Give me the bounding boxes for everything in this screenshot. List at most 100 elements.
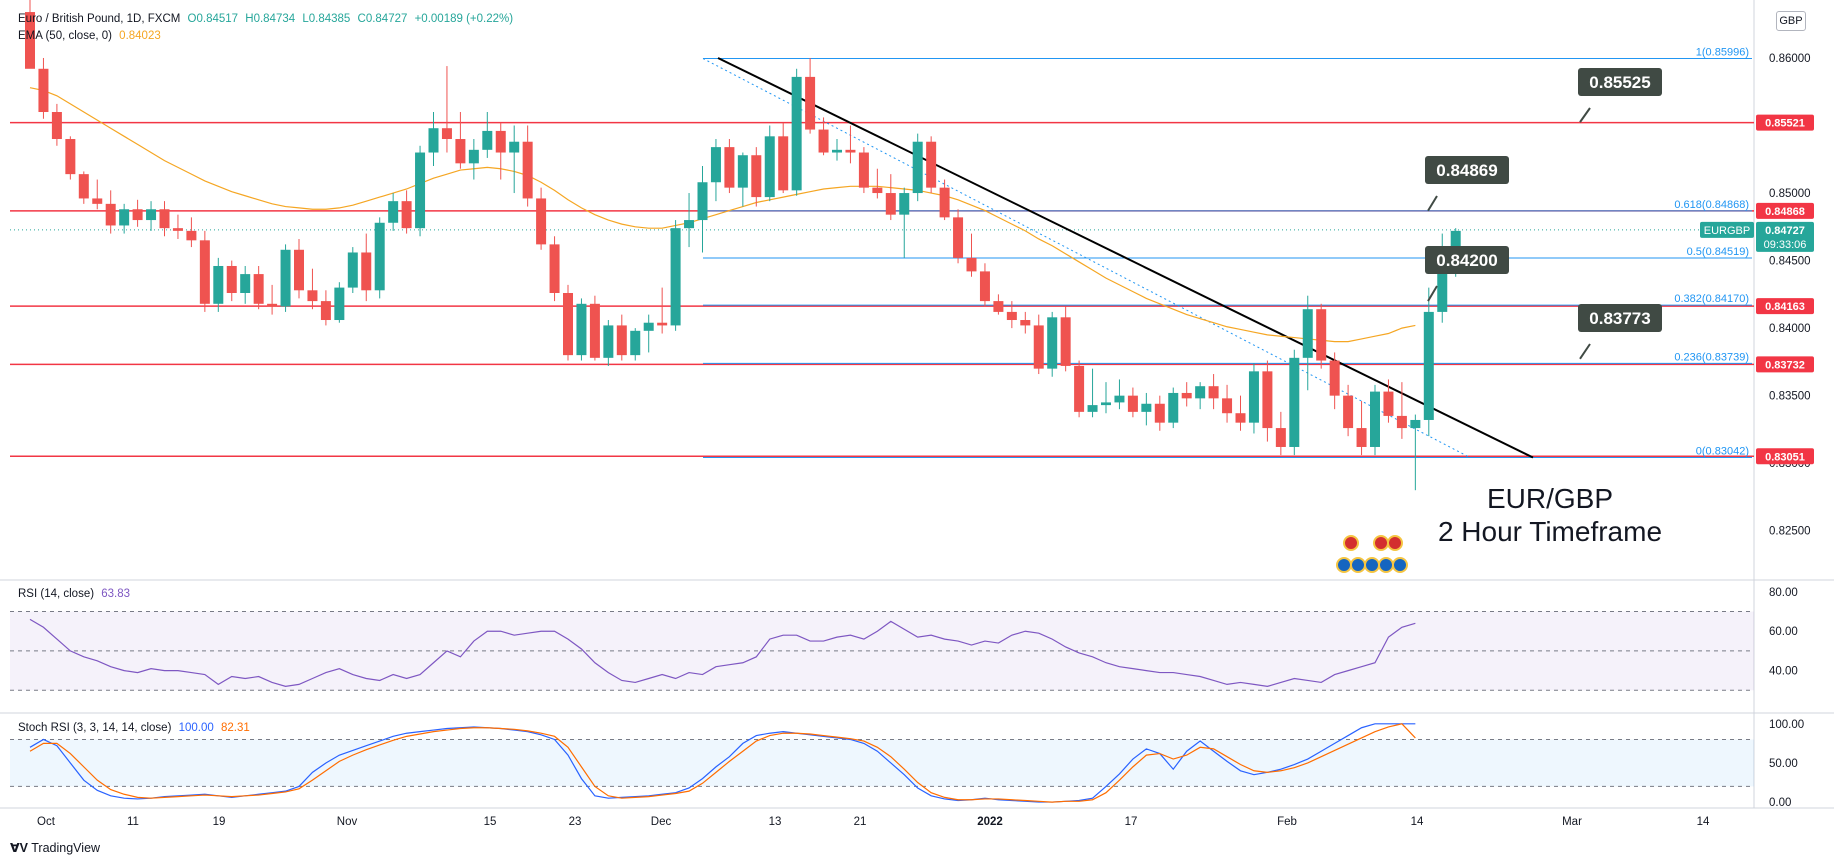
time-tick-label: 17 xyxy=(1125,816,1138,828)
event-flag-icon xyxy=(1350,557,1366,573)
ema-legend[interactable]: EMA (50, close, 0) 0.84023 xyxy=(18,30,165,42)
candle-body xyxy=(294,249,304,291)
fib-trend-line xyxy=(702,58,1471,458)
candle-body xyxy=(1289,357,1300,447)
tradingview-brand: TradingView xyxy=(31,841,101,855)
candle-body xyxy=(1437,255,1448,312)
stoch-legend[interactable]: Stoch RSI (3, 3, 14, 14, close) 100.00 8… xyxy=(18,722,254,734)
time-tick-label: Oct xyxy=(37,816,56,828)
candle-body xyxy=(1383,391,1394,416)
candle-body xyxy=(1208,386,1219,399)
time-tick-label: 15 xyxy=(484,816,497,828)
candle-body xyxy=(132,209,143,221)
candle-body xyxy=(361,252,372,291)
candle-body xyxy=(1101,402,1111,406)
price-level-label: 0.84868 xyxy=(1765,206,1805,218)
ema-value: 0.84023 xyxy=(119,30,161,42)
downtrend-line xyxy=(717,57,1534,459)
symbol-title: Euro / British Pound, 1D, FXCM xyxy=(18,13,181,25)
candle-body xyxy=(764,136,775,198)
candle-body xyxy=(576,303,587,356)
candle-body xyxy=(280,249,291,307)
callout-label: 0.84869 xyxy=(1436,161,1497,180)
stoch-label: Stoch RSI (3, 3, 14, 14, close) xyxy=(18,722,172,734)
candle-body xyxy=(78,174,89,199)
candle-body xyxy=(334,287,345,321)
callout-pointer xyxy=(1427,285,1438,302)
price-level-label: 0.85521 xyxy=(1765,118,1805,130)
candle-body xyxy=(119,209,130,226)
candle-body xyxy=(536,198,547,245)
candle-body xyxy=(549,244,560,293)
tv-logo-icon: ⱯV xyxy=(10,841,29,855)
callout-box xyxy=(1578,68,1662,96)
price-level-tag xyxy=(1756,202,1814,219)
candle-body xyxy=(899,193,910,215)
candle-body xyxy=(159,209,170,229)
candle-body xyxy=(1343,395,1354,429)
candle-body xyxy=(979,271,990,302)
price-tick-label: 0.84000 xyxy=(1769,323,1811,335)
candle-body xyxy=(495,130,506,153)
candle-body xyxy=(1396,415,1407,429)
symbol-tag-label: EURGBP xyxy=(1704,225,1750,237)
chart-header-ohlc: Euro / British Pound, 1D, FXCM O0.84517 … xyxy=(18,13,517,25)
candle-body xyxy=(1329,360,1340,396)
price-tick-label: 0.82500 xyxy=(1769,526,1811,538)
price-tick-label: 0.83500 xyxy=(1769,391,1811,403)
stoch-d-value: 82.31 xyxy=(221,722,250,734)
candle-body xyxy=(1033,325,1044,369)
price-level-label: 0.84163 xyxy=(1765,301,1805,313)
candle-body xyxy=(267,303,278,307)
candle-body xyxy=(751,155,762,198)
price-level-label: 0.83732 xyxy=(1765,359,1805,371)
price-level-label: 0.83051 xyxy=(1765,451,1805,463)
candle-body xyxy=(1450,230,1461,256)
price-tick-label: 0.86000 xyxy=(1769,53,1811,65)
candle-body xyxy=(885,193,896,215)
candle-body xyxy=(1060,317,1071,366)
rsi-line xyxy=(29,618,1416,687)
candle-body xyxy=(1020,320,1031,326)
ema-label: EMA (50, close, 0) xyxy=(18,30,112,42)
event-flag-icon xyxy=(1343,535,1359,551)
rsi-tick-label: 80.00 xyxy=(1769,587,1798,599)
candle-body xyxy=(832,149,842,153)
candle-body xyxy=(509,141,520,153)
candle-body xyxy=(401,201,412,229)
candle-body xyxy=(724,147,735,188)
candle-body xyxy=(388,201,399,223)
candle-body xyxy=(1114,395,1125,403)
close-value: C0.84727 xyxy=(357,13,408,25)
candle-body xyxy=(468,149,479,164)
candle-body xyxy=(912,141,923,194)
candle-body xyxy=(347,252,358,288)
candle-body xyxy=(1127,395,1138,412)
callout-label: 0.85525 xyxy=(1589,73,1650,92)
time-tick-label: 2022 xyxy=(977,816,1003,828)
candle-body xyxy=(778,136,789,191)
callout-box xyxy=(1425,156,1509,184)
price-level-tag xyxy=(1756,356,1814,373)
candle-body xyxy=(872,187,883,194)
change-value: +0.00189 (+0.22%) xyxy=(414,13,514,25)
currency-button[interactable]: GBP xyxy=(1776,11,1806,31)
price-tick-label: 0.85000 xyxy=(1769,188,1811,200)
last-price-tag xyxy=(1756,221,1814,252)
rsi-tick-label: 60.00 xyxy=(1769,626,1798,638)
tradingview-logo[interactable]: ⱯV TradingView xyxy=(10,840,100,855)
candle-body xyxy=(1195,386,1206,399)
time-tick-label: 19 xyxy=(213,816,226,828)
event-flag-icon xyxy=(1387,535,1403,551)
fib-label: 0.236(0.83739) xyxy=(1674,351,1749,363)
rsi-legend[interactable]: RSI (14, close) 63.83 xyxy=(18,588,134,600)
candle-body xyxy=(1248,371,1259,423)
time-tick-label: Mar xyxy=(1562,816,1582,828)
candle-body xyxy=(441,128,452,140)
candle-body xyxy=(1235,413,1246,423)
candle-body xyxy=(146,209,157,221)
candle-body xyxy=(926,141,937,188)
candle-body xyxy=(1262,371,1273,429)
callout-box xyxy=(1578,304,1662,332)
